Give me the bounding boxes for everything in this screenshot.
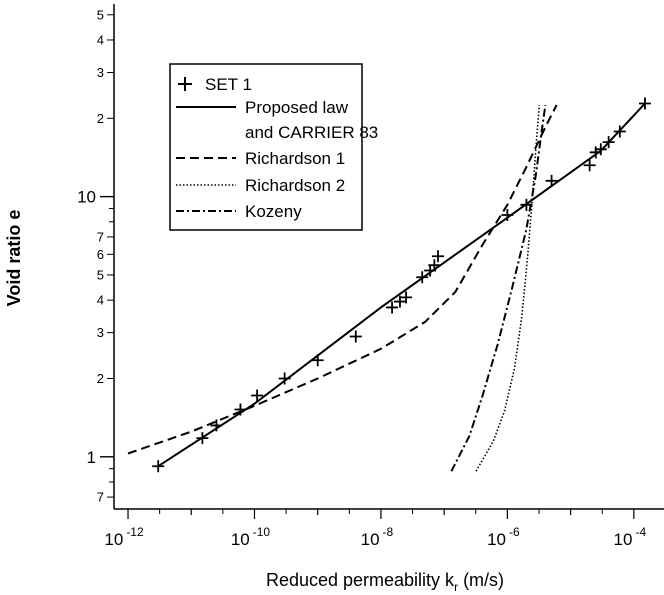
y-minor-tick-label: 7 [97,229,104,244]
legend-label: and CARRIER 83 [245,123,378,142]
x-tick-label: 10 -12 [104,525,144,549]
y-minor-tick-label: 5 [97,7,104,22]
legend-label: Proposed law [245,98,349,117]
set1-marker [393,295,406,308]
y-minor-tick-label: 3 [97,65,104,80]
y-minor-tick-label: 4 [97,293,104,308]
x-tick-label: 10 -6 [487,525,520,549]
set1-marker [349,330,362,343]
y-minor-tick-label: 7 [97,490,104,505]
x-tick-label: 10 -10 [231,525,271,549]
x-axis-title: Reduced permeability kr (m/s) [266,570,504,594]
y-minor-tick-label: 5 [97,267,104,282]
x-tick-label: 10 -8 [361,525,394,549]
y-minor-tick-label: 3 [97,325,104,340]
legend-box [169,63,363,231]
series-line-dashed [127,104,558,455]
axes: 10 -12 10 -10 10 -8 10 -6 10 -4 1 10 7 2 3 4 5 6 7 2 3 4 5 [77,4,664,549]
legend-label: SET 1 [205,75,252,94]
y-minor-tick-label: 2 [97,111,104,126]
set1-marker [251,389,264,402]
y-tick-label: 10 [77,188,96,207]
y-minor-tick-label: 2 [97,371,104,386]
set1-marker [583,159,596,172]
set1-marker [432,250,445,263]
x-tick-label: 10 -4 [614,525,647,549]
y-minor-tick-label: 6 [97,247,104,262]
set1-marker [400,291,413,304]
set1-marker [152,460,165,473]
legend-label: Richardson 2 [245,176,345,195]
set1-marker [594,143,607,156]
y-minor-tick-label: 4 [97,32,104,47]
set1-marker [386,301,399,314]
legend-label: Kozeny [245,202,302,221]
series-layer [127,97,651,473]
y-tick-label: 1 [87,448,96,467]
series-line-solid [157,102,646,468]
legend: SET 1 Proposed law and CARRIER 83 Richardso… [169,63,378,231]
y-axis-title: Void ratio e [4,210,24,307]
legend-label: Richardson 1 [245,149,345,168]
legend-marker-set1 [178,77,192,91]
series-line-dashdot [450,104,547,472]
